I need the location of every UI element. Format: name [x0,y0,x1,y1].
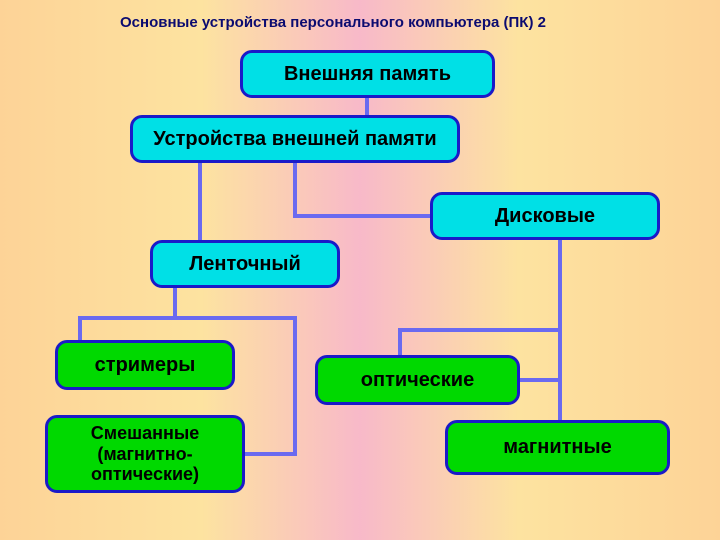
connector-line [80,288,175,340]
node-label: Внешняя память [284,63,451,86]
node-external-memory: Внешняя память [240,50,495,98]
node-label: магнитные [503,436,611,459]
diagram-canvas: Основные устройства персонального компью… [0,0,720,540]
node-label: Смешанные (магнитно-оптические) [54,423,236,485]
node-label: Дисковые [495,205,595,228]
node-label: Ленточный [189,253,301,276]
node-optical: оптические [315,355,520,405]
connector-line [520,240,560,380]
connector-line [400,330,560,355]
node-mixed: Смешанные (магнитно-оптические) [45,415,245,493]
node-streamers: стримеры [55,340,235,390]
node-disk: Дисковые [430,192,660,240]
node-magnetic: магнитные [445,420,670,475]
node-external-memory-devices: Устройства внешней памяти [130,115,460,163]
node-label: оптические [361,369,474,392]
node-label: стримеры [95,354,196,377]
diagram-title: Основные устройства персонального компью… [120,14,546,31]
node-label: Устройства внешней памяти [153,128,436,151]
node-tape: Ленточный [150,240,340,288]
